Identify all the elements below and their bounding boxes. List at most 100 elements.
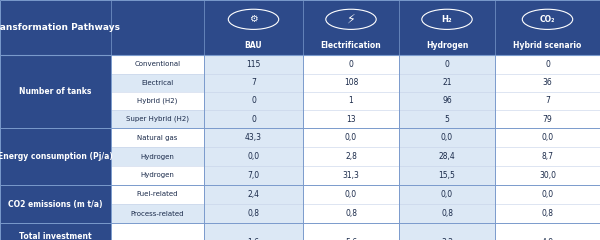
Bar bbox=[399, 166, 495, 185]
Bar bbox=[495, 110, 600, 128]
Bar bbox=[111, 128, 204, 147]
Text: 0: 0 bbox=[545, 60, 550, 69]
Text: ⚡: ⚡ bbox=[347, 13, 355, 26]
Bar bbox=[399, 185, 495, 204]
Text: CO₂: CO₂ bbox=[540, 15, 555, 24]
Bar bbox=[399, 128, 495, 147]
Text: 0,8: 0,8 bbox=[441, 209, 453, 218]
Bar bbox=[0, 223, 111, 240]
Text: 96: 96 bbox=[442, 96, 452, 105]
Text: 30,0: 30,0 bbox=[539, 171, 556, 180]
Text: 0,8: 0,8 bbox=[248, 209, 260, 218]
Text: 7: 7 bbox=[545, 96, 550, 105]
Bar bbox=[204, 110, 303, 128]
Bar bbox=[303, 73, 399, 92]
Bar bbox=[0, 55, 111, 128]
Text: 5,6: 5,6 bbox=[345, 238, 357, 240]
Bar bbox=[204, 223, 303, 240]
Text: 2,4: 2,4 bbox=[248, 190, 260, 199]
Text: 115: 115 bbox=[247, 60, 260, 69]
Bar bbox=[204, 166, 303, 185]
Text: Total investment
(EUR b): Total investment (EUR b) bbox=[19, 232, 92, 240]
Text: 0,0: 0,0 bbox=[541, 190, 554, 199]
Text: 0,0: 0,0 bbox=[345, 190, 357, 199]
Text: 79: 79 bbox=[542, 115, 553, 124]
Text: H₂: H₂ bbox=[442, 15, 452, 24]
Text: 0: 0 bbox=[349, 60, 353, 69]
Text: Natural gas: Natural gas bbox=[137, 135, 178, 141]
Bar bbox=[111, 73, 204, 92]
Bar bbox=[495, 73, 600, 92]
Text: 7: 7 bbox=[251, 78, 256, 87]
Text: Electrification: Electrification bbox=[320, 41, 382, 50]
Bar bbox=[399, 73, 495, 92]
Bar bbox=[495, 92, 600, 110]
Bar bbox=[303, 204, 399, 223]
Text: BAU: BAU bbox=[245, 41, 262, 50]
Text: 21: 21 bbox=[442, 78, 452, 87]
Text: 1: 1 bbox=[349, 96, 353, 105]
Bar bbox=[495, 147, 600, 166]
Text: Hydrogen: Hydrogen bbox=[140, 172, 175, 178]
Bar bbox=[495, 166, 600, 185]
Bar bbox=[303, 110, 399, 128]
Text: 3,2: 3,2 bbox=[441, 238, 453, 240]
Text: 0: 0 bbox=[251, 115, 256, 124]
Text: Process-related: Process-related bbox=[131, 211, 184, 216]
Text: 5: 5 bbox=[445, 115, 449, 124]
Bar bbox=[495, 185, 600, 204]
Bar bbox=[303, 128, 399, 147]
Text: Conventional: Conventional bbox=[134, 61, 181, 67]
Text: 0,8: 0,8 bbox=[542, 209, 554, 218]
Text: 0: 0 bbox=[251, 96, 256, 105]
Bar bbox=[495, 128, 600, 147]
Bar bbox=[303, 185, 399, 204]
Text: 0: 0 bbox=[445, 60, 449, 69]
Text: Super Hybrid (H2): Super Hybrid (H2) bbox=[126, 116, 189, 122]
Bar bbox=[399, 147, 495, 166]
Bar bbox=[111, 147, 204, 166]
Text: Hydrogen: Hydrogen bbox=[426, 41, 468, 50]
Text: 13: 13 bbox=[346, 115, 356, 124]
Text: Transformation Pathways: Transformation Pathways bbox=[0, 23, 121, 32]
Bar bbox=[111, 185, 204, 204]
Bar bbox=[495, 204, 600, 223]
Bar bbox=[111, 204, 204, 223]
Text: 31,3: 31,3 bbox=[343, 171, 359, 180]
Text: 2,8: 2,8 bbox=[345, 152, 357, 161]
Bar bbox=[204, 147, 303, 166]
Text: 43,3: 43,3 bbox=[245, 133, 262, 142]
Bar bbox=[303, 166, 399, 185]
Text: 28,4: 28,4 bbox=[439, 152, 455, 161]
Bar bbox=[495, 223, 600, 240]
Text: 36: 36 bbox=[542, 78, 553, 87]
Text: 108: 108 bbox=[344, 78, 358, 87]
Bar bbox=[303, 147, 399, 166]
Text: Hybrid scenario: Hybrid scenario bbox=[514, 41, 581, 50]
Bar bbox=[399, 55, 495, 73]
Bar bbox=[399, 92, 495, 110]
Bar bbox=[0, 128, 111, 185]
Text: 0,0: 0,0 bbox=[247, 152, 260, 161]
Bar bbox=[204, 73, 303, 92]
Text: ⚙: ⚙ bbox=[249, 14, 258, 24]
Text: 8,7: 8,7 bbox=[542, 152, 554, 161]
Text: 0,0: 0,0 bbox=[441, 190, 453, 199]
Text: 4,9: 4,9 bbox=[541, 238, 554, 240]
Bar bbox=[111, 92, 204, 110]
Text: Hydrogen: Hydrogen bbox=[140, 154, 175, 160]
Bar bbox=[204, 55, 303, 73]
Text: Number of tanks: Number of tanks bbox=[19, 87, 92, 96]
Bar bbox=[399, 110, 495, 128]
Text: 0,0: 0,0 bbox=[541, 133, 554, 142]
Bar bbox=[111, 166, 204, 185]
Bar bbox=[204, 185, 303, 204]
Bar bbox=[111, 55, 204, 73]
Bar bbox=[303, 92, 399, 110]
Bar bbox=[495, 55, 600, 73]
Bar bbox=[204, 92, 303, 110]
Bar bbox=[111, 223, 204, 240]
Bar bbox=[399, 223, 495, 240]
Text: 0,0: 0,0 bbox=[441, 133, 453, 142]
Bar bbox=[0, 185, 111, 223]
